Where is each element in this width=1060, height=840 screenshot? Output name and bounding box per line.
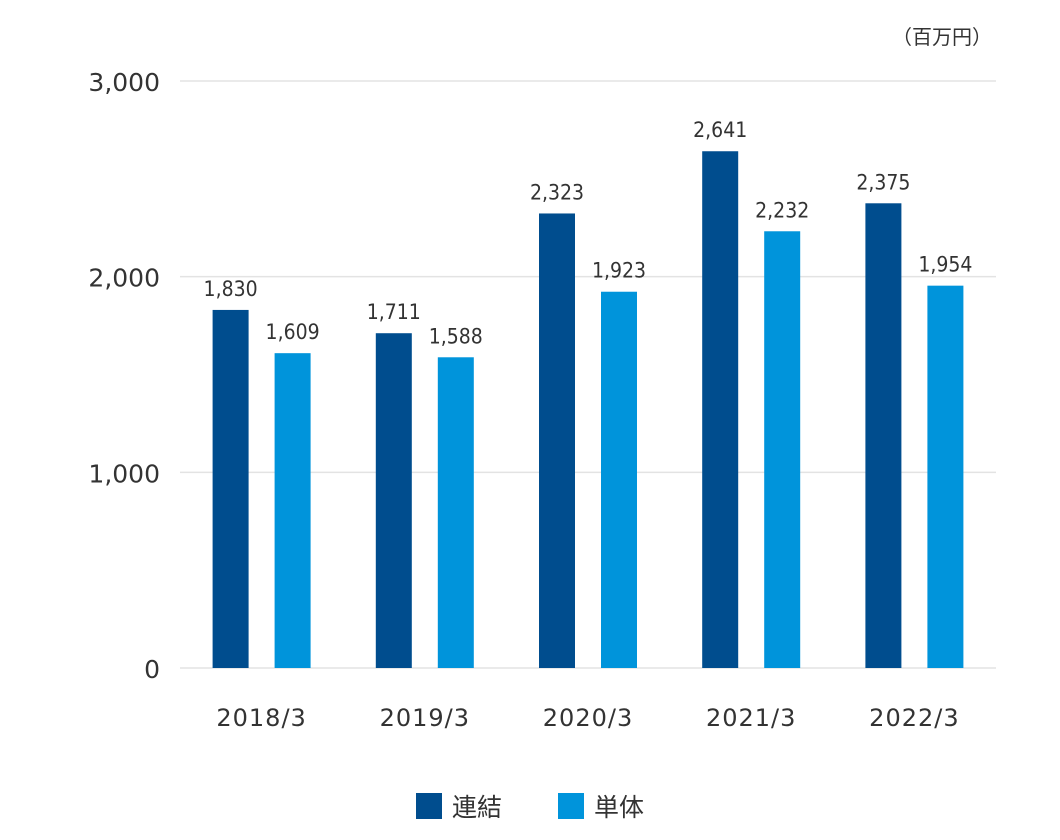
x-axis-ticks: 2018/3 2019/3 2020/3 2021/3 2022/3 [216, 704, 959, 732]
data-label: 1,711 [367, 300, 421, 324]
bar-consolidated [539, 213, 575, 668]
gridlines [180, 80, 996, 669]
bar-consolidated [865, 203, 902, 668]
legend-swatch-consolidated [415, 793, 442, 819]
legend-label-standalone: 単体 [594, 793, 645, 822]
data-label: 2,323 [530, 180, 584, 204]
data-labels: 1,830 1,609 1,711 1,588 2,323 1,923 2,641 2,232… [204, 118, 973, 348]
data-label: 1,830 [204, 277, 258, 301]
data-label: 1,588 [429, 324, 483, 348]
data-label: 1,923 [592, 259, 646, 283]
legend: 連結 単体 [0, 786, 1060, 826]
y-tick-label: 2,000 [88, 264, 160, 293]
y-tick-label: 1,000 [88, 459, 160, 488]
data-label: 2,375 [856, 170, 910, 194]
legend-label-consolidated: 連結 [451, 793, 502, 822]
bar-consolidated [212, 309, 249, 668]
bar-consolidated [375, 333, 412, 668]
bar-standalone [927, 285, 964, 668]
x-tick-label: 2020/3 [543, 704, 633, 732]
data-label: 1,609 [266, 320, 320, 344]
y-tick-label: 0 [144, 655, 160, 684]
data-label: 2,232 [755, 198, 809, 222]
x-tick-label: 2022/3 [869, 704, 959, 732]
bar-standalone [274, 353, 311, 668]
x-tick-label: 2019/3 [380, 704, 470, 732]
data-label: 2,641 [693, 118, 747, 142]
bar-standalone [764, 231, 801, 668]
legend-item-standalone: 単体 [558, 788, 644, 824]
legend-swatch-standalone [558, 793, 584, 819]
data-label: 1,954 [918, 253, 972, 277]
bar-standalone [601, 291, 637, 668]
y-tick-label: 3,000 [88, 68, 160, 97]
bar-consolidated [702, 151, 739, 669]
x-tick-label: 2021/3 [706, 704, 796, 732]
x-tick-label: 2018/3 [216, 704, 306, 732]
legend-item-consolidated: 連結 [415, 788, 502, 824]
bars [212, 151, 964, 669]
y-axis-ticks: 0 1,000 2,000 3,000 [88, 68, 160, 684]
bar-standalone [437, 357, 474, 668]
unit-label: （百万円） [892, 25, 992, 49]
